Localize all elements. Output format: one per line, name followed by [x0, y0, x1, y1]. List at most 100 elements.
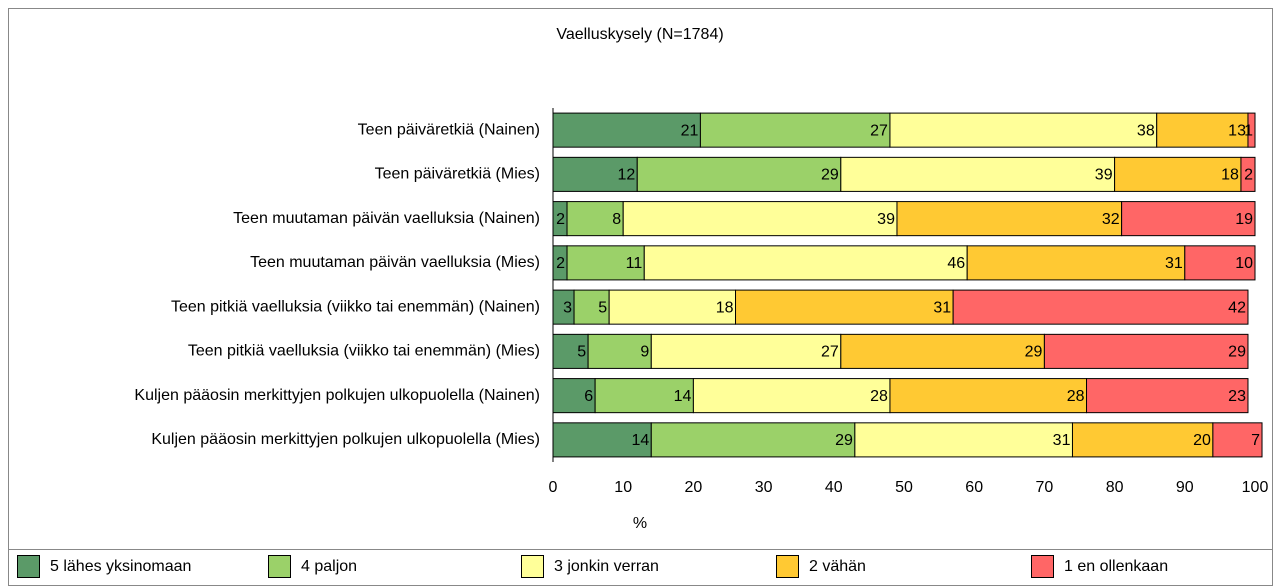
- legend-label: 3 jonkin verran: [554, 558, 659, 575]
- x-tick-label: 100: [1242, 479, 1269, 496]
- data-label: 19: [1235, 211, 1253, 228]
- x-tick-label: 90: [1176, 479, 1194, 496]
- data-label: 42: [1228, 299, 1246, 316]
- data-label: 6: [584, 388, 593, 405]
- data-label: 31: [1053, 432, 1071, 449]
- data-label: 10: [1235, 255, 1253, 272]
- data-label: 27: [870, 122, 888, 139]
- data-label: 29: [1228, 344, 1246, 361]
- x-tick-label: 20: [685, 479, 703, 496]
- data-label: 28: [1067, 388, 1085, 405]
- bar-segment: [650, 422, 856, 458]
- y-tick-label: Kuljen pääosin merkittyjen polkujen ulko…: [134, 387, 540, 404]
- x-tick-label: 80: [1106, 479, 1124, 496]
- x-tick-label: 10: [614, 479, 632, 496]
- bar-segment: [587, 333, 652, 369]
- data-label: 29: [835, 432, 853, 449]
- x-tick-label: 40: [825, 479, 843, 496]
- data-label: 23: [1228, 388, 1246, 405]
- y-tick-label: Teen päiväretkiä (Mies): [375, 166, 540, 183]
- data-label: 38: [1137, 122, 1155, 139]
- legend-label: 4 paljon: [301, 558, 357, 575]
- y-tick-label: Teen muutaman päivän vaelluksia (Mies): [250, 254, 540, 271]
- bar-segment: [552, 112, 701, 148]
- data-label: 8: [612, 211, 621, 228]
- bar-segment: [1043, 333, 1249, 369]
- bar-segment: [699, 112, 891, 148]
- x-tick-label: 0: [549, 479, 558, 496]
- legend-label: 2 vähän: [809, 558, 866, 575]
- bar-segment: [622, 201, 898, 237]
- bar-segment: [1156, 112, 1249, 148]
- x-tick-label: 70: [1036, 479, 1054, 496]
- bar-segment: [1247, 112, 1256, 148]
- x-axis-label: %: [633, 515, 647, 532]
- bar-segment: [840, 156, 1116, 192]
- x-tick-label: 30: [755, 479, 773, 496]
- legend-label: 1 en ollenkaan: [1064, 558, 1168, 575]
- bar-segment: [573, 289, 610, 325]
- data-label: 2: [556, 211, 565, 228]
- data-label: 29: [1025, 344, 1043, 361]
- y-tick-label: Teen pitkiä vaelluksia (viikko tai enemm…: [188, 343, 540, 360]
- bar-segment: [854, 422, 1073, 458]
- data-label: 32: [1102, 211, 1120, 228]
- bar-segment: [566, 245, 645, 281]
- bar-segment: [889, 378, 1088, 414]
- legend-swatch: [776, 555, 799, 578]
- x-tick-label: 50: [895, 479, 913, 496]
- data-label: 28: [870, 388, 888, 405]
- bar-segment: [608, 289, 737, 325]
- data-label: 2: [1244, 167, 1253, 184]
- data-label: 27: [821, 344, 839, 361]
- data-label: 29: [821, 167, 839, 184]
- bar-segment: [889, 112, 1158, 148]
- bar-segment: [636, 156, 842, 192]
- bar-segment: [1212, 422, 1263, 458]
- data-label: 21: [681, 122, 699, 139]
- bar-segment: [643, 245, 968, 281]
- y-tick-label: Kuljen pääosin merkittyjen polkujen ulko…: [151, 431, 540, 448]
- bar-segment: [735, 289, 954, 325]
- bar-segment: [1071, 422, 1214, 458]
- data-label: 18: [1221, 167, 1239, 184]
- legend-swatch: [521, 555, 544, 578]
- data-label: 14: [631, 432, 649, 449]
- data-label: 14: [674, 388, 692, 405]
- data-label: 5: [577, 344, 586, 361]
- bar-segment: [1240, 156, 1256, 192]
- data-label: 7: [1251, 432, 1260, 449]
- bar-segment: [650, 333, 842, 369]
- y-tick-label: Teen pitkiä vaelluksia (viikko tai enemm…: [171, 298, 540, 315]
- bar-segment: [840, 333, 1045, 369]
- bar-segment: [1184, 245, 1256, 281]
- data-label: 5: [598, 299, 607, 316]
- data-label: 31: [933, 299, 951, 316]
- bar-segment: [1086, 378, 1249, 414]
- bar-segment: [896, 201, 1123, 237]
- data-label: 11: [626, 255, 643, 272]
- legend-label: 5 lähes yksinomaan: [50, 558, 191, 575]
- bar-segment: [552, 422, 652, 458]
- chart-title: Vaelluskysely (N=1784): [556, 26, 723, 43]
- legend-swatch: [268, 555, 291, 578]
- bar-segment: [594, 378, 694, 414]
- bar-segment: [692, 378, 891, 414]
- data-label: 2: [556, 255, 565, 272]
- legend-swatch: [17, 555, 40, 578]
- bar-segment: [966, 245, 1186, 281]
- data-label: 31: [1165, 255, 1183, 272]
- legend-swatch: [1031, 555, 1054, 578]
- bar-segment: [952, 289, 1249, 325]
- y-tick-label: Teen muutaman päivän vaelluksia (Nainen): [233, 210, 540, 227]
- data-label: 13: [1228, 122, 1246, 139]
- bar-segment: [566, 201, 624, 237]
- x-tick-label: 60: [965, 479, 983, 496]
- data-label: 39: [877, 211, 895, 228]
- data-label: 20: [1193, 432, 1211, 449]
- data-label: 39: [1095, 167, 1113, 184]
- data-label: 18: [716, 299, 734, 316]
- data-label: 46: [947, 255, 965, 272]
- bar-segment: [1114, 156, 1242, 192]
